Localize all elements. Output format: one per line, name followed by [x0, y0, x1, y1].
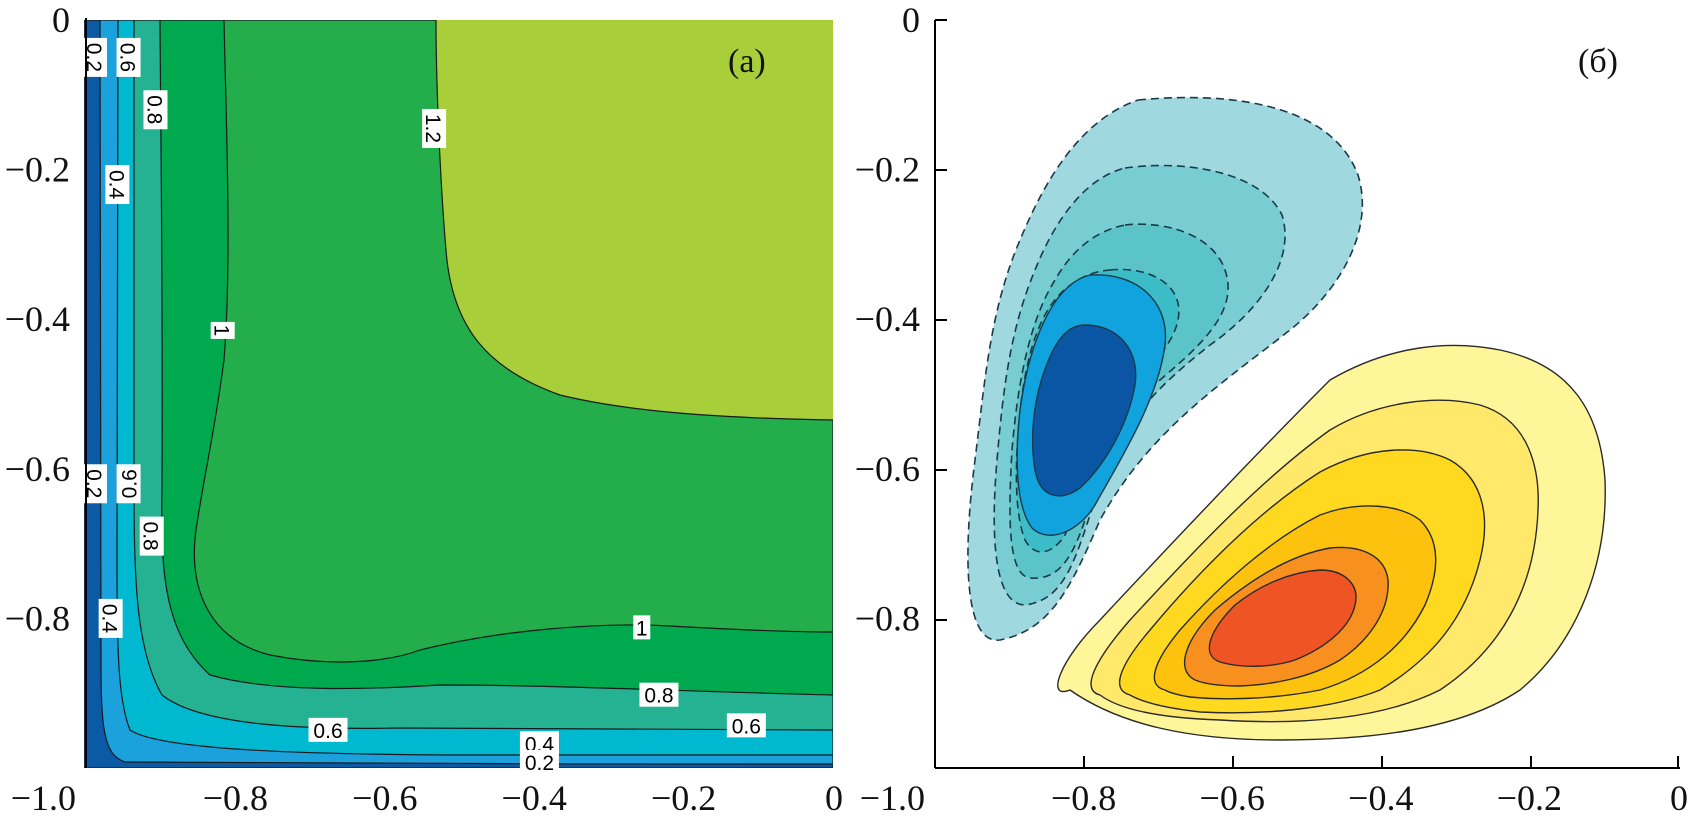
panel-a-region-0-2-to-0-4	[84, 20, 833, 768]
contour-label-background	[82, 37, 107, 77]
panel-b-y-tick-label: −0.4	[855, 299, 920, 339]
contour-label: 0.4	[98, 598, 123, 638]
contour-label: 0.2	[82, 464, 107, 504]
panel-b: (б) 0 −0.2 −0.4 −0.6 −0.8 −1.0 −0.8 −0.6 −0.4 −0…	[855, 0, 1688, 818]
contour-label: 0.4	[104, 165, 130, 205]
contour-label-background	[82, 464, 107, 504]
contour-label: 0.8	[139, 516, 164, 556]
contour-label-text: 0.6	[116, 43, 139, 72]
panel-b-y-tick-labels: 0 −0.2 −0.4 −0.6 −0.8	[855, 0, 920, 638]
contour-label-text: 0.4	[98, 604, 121, 634]
contour-label-text: 0.8	[139, 522, 162, 551]
contour-label-background	[98, 598, 123, 638]
panel-a-x-tick-label: −0.4	[502, 778, 567, 818]
contour-label-text: 0.6	[732, 715, 761, 738]
contour-label-background	[116, 37, 141, 77]
contour-label: 1	[633, 615, 651, 640]
panel-a-y-tick-label: −0.6	[5, 449, 70, 489]
contour-label: 0.2	[519, 750, 559, 775]
contour-label-background	[422, 108, 447, 148]
panel-a-region-0-4-to-0-6	[84, 20, 833, 768]
contour-label: 1.2	[421, 108, 447, 148]
panel-a-contour-labels: 0.2 0.60.81.20.410.2 0.60.80.4 10.80.6 0.60.…	[82, 37, 766, 775]
contour-label-background	[726, 713, 766, 738]
panel-a-x-tick-label: −0.6	[352, 778, 417, 818]
panel-a-x-tick-labels: −1.0 −0.8 −0.6 −0.4 −0.2 0	[11, 778, 843, 818]
contour-label-text: 0.4	[104, 170, 127, 200]
panel-a-y-tick-label: −0.8	[5, 598, 70, 638]
panel-b-x-tick-label: −0.2	[1497, 778, 1562, 818]
contour-label: 0.6	[308, 717, 348, 743]
contour-label-text: 0.8	[644, 685, 673, 708]
contour-label-text: 1.2	[421, 114, 444, 143]
contour-label-text: 0.2	[525, 752, 554, 775]
contour-label-background	[139, 516, 164, 556]
panel-b-y-tick-label: −0.2	[855, 150, 920, 190]
contour-label: 1	[210, 321, 235, 339]
contour-label: 0.6	[116, 37, 141, 77]
panel-a-y-tick-labels: 0 −0.2 −0.4 −0.6 −0.8	[5, 0, 70, 638]
contour-label-background	[105, 165, 130, 205]
panel-b-x-tick-labels: −1.0 −0.8 −0.6 −0.4 −0.2 0	[860, 778, 1688, 818]
panel-b-x-tick-label: −0.4	[1348, 778, 1413, 818]
panel-a-y-tick-label: −0.4	[5, 299, 70, 339]
panel-b-positive-lobe	[1057, 344, 1606, 741]
contour-label-text: 0.6	[313, 720, 342, 743]
panel-b-label: (б)	[1578, 43, 1618, 80]
contour-label: 0.2	[82, 37, 107, 77]
contour-label-text: 0.2	[82, 469, 105, 498]
negative-level-6	[1031, 324, 1137, 497]
panel-a-x-tick-label: −0.2	[651, 778, 716, 818]
panel-b-y-tick-label: −0.6	[855, 449, 920, 489]
contour-label: 0.8	[142, 90, 168, 130]
panel-b-x-tick-label: −0.8	[1051, 778, 1116, 818]
contour-label-background	[519, 750, 559, 775]
panel-b-x-tick-label: 0	[1670, 778, 1688, 818]
contour-label-text: 1	[210, 325, 233, 337]
panel-a-x-tick-label: 0	[825, 778, 843, 818]
contour-label: 0.6	[726, 713, 766, 738]
panel-b-y-tick-label: −0.8	[855, 598, 920, 638]
contour-label-background	[210, 321, 235, 339]
panel-a-x-tick-label: −1.0	[11, 778, 76, 818]
contour-label-background	[639, 682, 679, 707]
panel-a-contour-fills	[84, 20, 833, 768]
panel-b-y-tick-label: 0	[902, 0, 920, 40]
panel-a-y-tick-label: −0.2	[5, 150, 70, 190]
contour-label-background	[308, 717, 348, 742]
panel-b-x-tick-label: −0.6	[1200, 778, 1265, 818]
contour-label: 0.6	[116, 464, 142, 504]
panel-a-x-tick-label: −0.8	[203, 778, 268, 818]
positive-level-6	[1208, 569, 1357, 667]
contour-label-text: 0.6	[119, 469, 142, 498]
contour-label-background	[633, 615, 651, 640]
contour-label-text: 1	[636, 617, 648, 640]
panel-b-negative-core	[1016, 274, 1167, 536]
panel-a-region-below-0-2	[84, 20, 833, 768]
contour-label-background	[116, 464, 141, 504]
panel-a: 0.2 0.60.81.20.410.2 0.60.80.4 10.80.6 0.60.…	[5, 0, 843, 818]
panel-a-y-tick-label: 0	[52, 0, 70, 40]
panel-a-label: (a)	[728, 43, 766, 80]
contour-label-text: 0.8	[142, 95, 165, 124]
contour-label: 0.8	[639, 682, 679, 708]
contour-label-text: 0.2	[82, 43, 105, 72]
contour-label-background	[143, 90, 168, 130]
panel-b-x-tick-label: −1.0	[860, 778, 925, 818]
panel-b-axes	[934, 19, 1680, 769]
